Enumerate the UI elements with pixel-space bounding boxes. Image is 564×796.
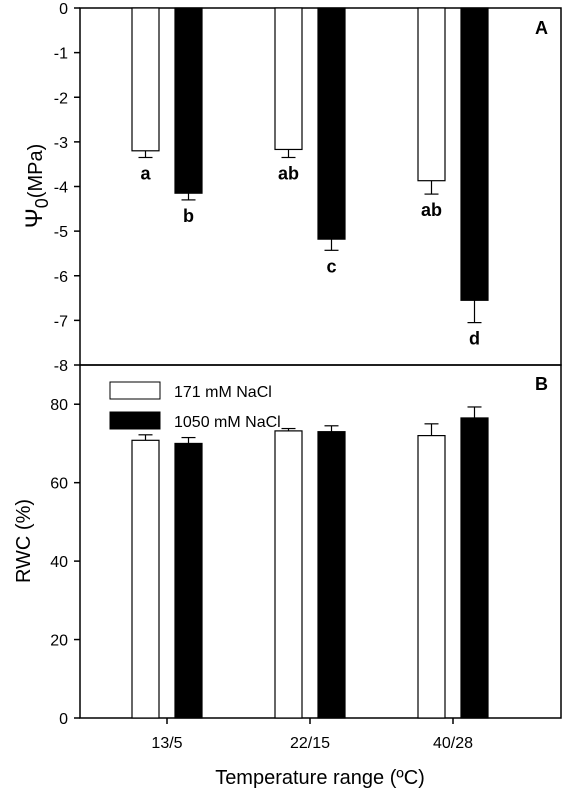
- panel-a-significance-letter: ab: [421, 200, 442, 220]
- panel-a-y-tick-label: -2: [54, 90, 68, 107]
- panel-b-x-tick-label: 40/28: [433, 735, 473, 752]
- panel-b-bar: [274, 430, 303, 719]
- panel-a-y-tick-label: -6: [54, 269, 68, 286]
- panel-b-y-axis-title: RWC (%): [13, 499, 35, 583]
- legend-swatch-171: [109, 381, 161, 400]
- panel-a-y-tick-label: -1: [54, 46, 68, 63]
- panel-a-significance-letter: b: [183, 206, 194, 226]
- panel-b-bars: [131, 406, 489, 719]
- panel-a-significance-letter: ab: [278, 163, 299, 183]
- panel-b-y-tick-label: 40: [50, 554, 68, 571]
- panel-a-y-tick-label: -7: [54, 313, 68, 330]
- panel-a-y-tick-label: -8: [54, 358, 68, 375]
- panel-a-significance-letter: d: [469, 329, 480, 349]
- panel-a-bar: [317, 7, 346, 240]
- panel-a-bar: [131, 7, 160, 152]
- panel-b-letter: B: [535, 374, 548, 394]
- panel-a-y-axis: 0 -1 -2 -3 -4 -5 -6 -7 -8: [54, 1, 80, 375]
- legend: 171 mM NaCl 1050 mM NaCl: [109, 381, 281, 431]
- panel-a-bar: [417, 7, 446, 182]
- panel-b-bar: [174, 442, 203, 719]
- panel-b-y-tick-label: 60: [50, 476, 68, 493]
- panel-b-y-tick-label: 80: [50, 397, 68, 414]
- panel-a-significance-letter: c: [326, 256, 336, 276]
- panel-b-x-axis: 13/5 22/15 40/28: [151, 718, 473, 752]
- x-axis-title: Temperature range (ºC): [215, 767, 425, 789]
- legend-swatch-1050: [109, 411, 161, 430]
- panel-a-letter: A: [535, 18, 548, 38]
- panel-b: 0 20 40 60 80 13/5 22/15 40/28 B RWC (%) Tempe…: [13, 364, 562, 789]
- panel-b-y-tick-label: 20: [50, 633, 68, 650]
- panel-a-bar: [174, 7, 203, 194]
- panel-a-bars: [131, 7, 489, 324]
- panel-a-significance-letter: a: [140, 163, 151, 183]
- panel-a-y-tick-label: -5: [54, 224, 68, 241]
- psi-subscript: 0: [32, 198, 52, 208]
- psi-symbol: Ψ: [21, 208, 48, 228]
- legend-label-171: 171 mM NaCl: [174, 384, 272, 401]
- panel-a-bar: [274, 7, 303, 151]
- panel-a-y-tick-label: 0: [59, 1, 68, 18]
- panel-b-bar: [317, 431, 346, 719]
- legend-label-1050: 1050 mM NaCl: [174, 414, 281, 431]
- panel-a-y-tick-label: -3: [54, 135, 68, 152]
- panel-a-bar: [460, 7, 489, 301]
- panel-a-y-tick-label: -4: [54, 180, 68, 197]
- panel-b-bar: [417, 435, 446, 719]
- panel-a-y-axis-title: Ψ0(MPa): [21, 144, 52, 229]
- psi-unit: (MPa): [25, 144, 47, 198]
- panel-b-y-tick-label: 0: [59, 711, 68, 728]
- panel-b-x-tick-label: 13/5: [151, 735, 182, 752]
- panel-b-bar: [131, 439, 160, 719]
- panel-b-x-tick-label: 22/15: [290, 735, 330, 752]
- panel-b-y-axis: 0 20 40 60 80: [50, 397, 80, 728]
- panel-b-bar: [460, 417, 489, 719]
